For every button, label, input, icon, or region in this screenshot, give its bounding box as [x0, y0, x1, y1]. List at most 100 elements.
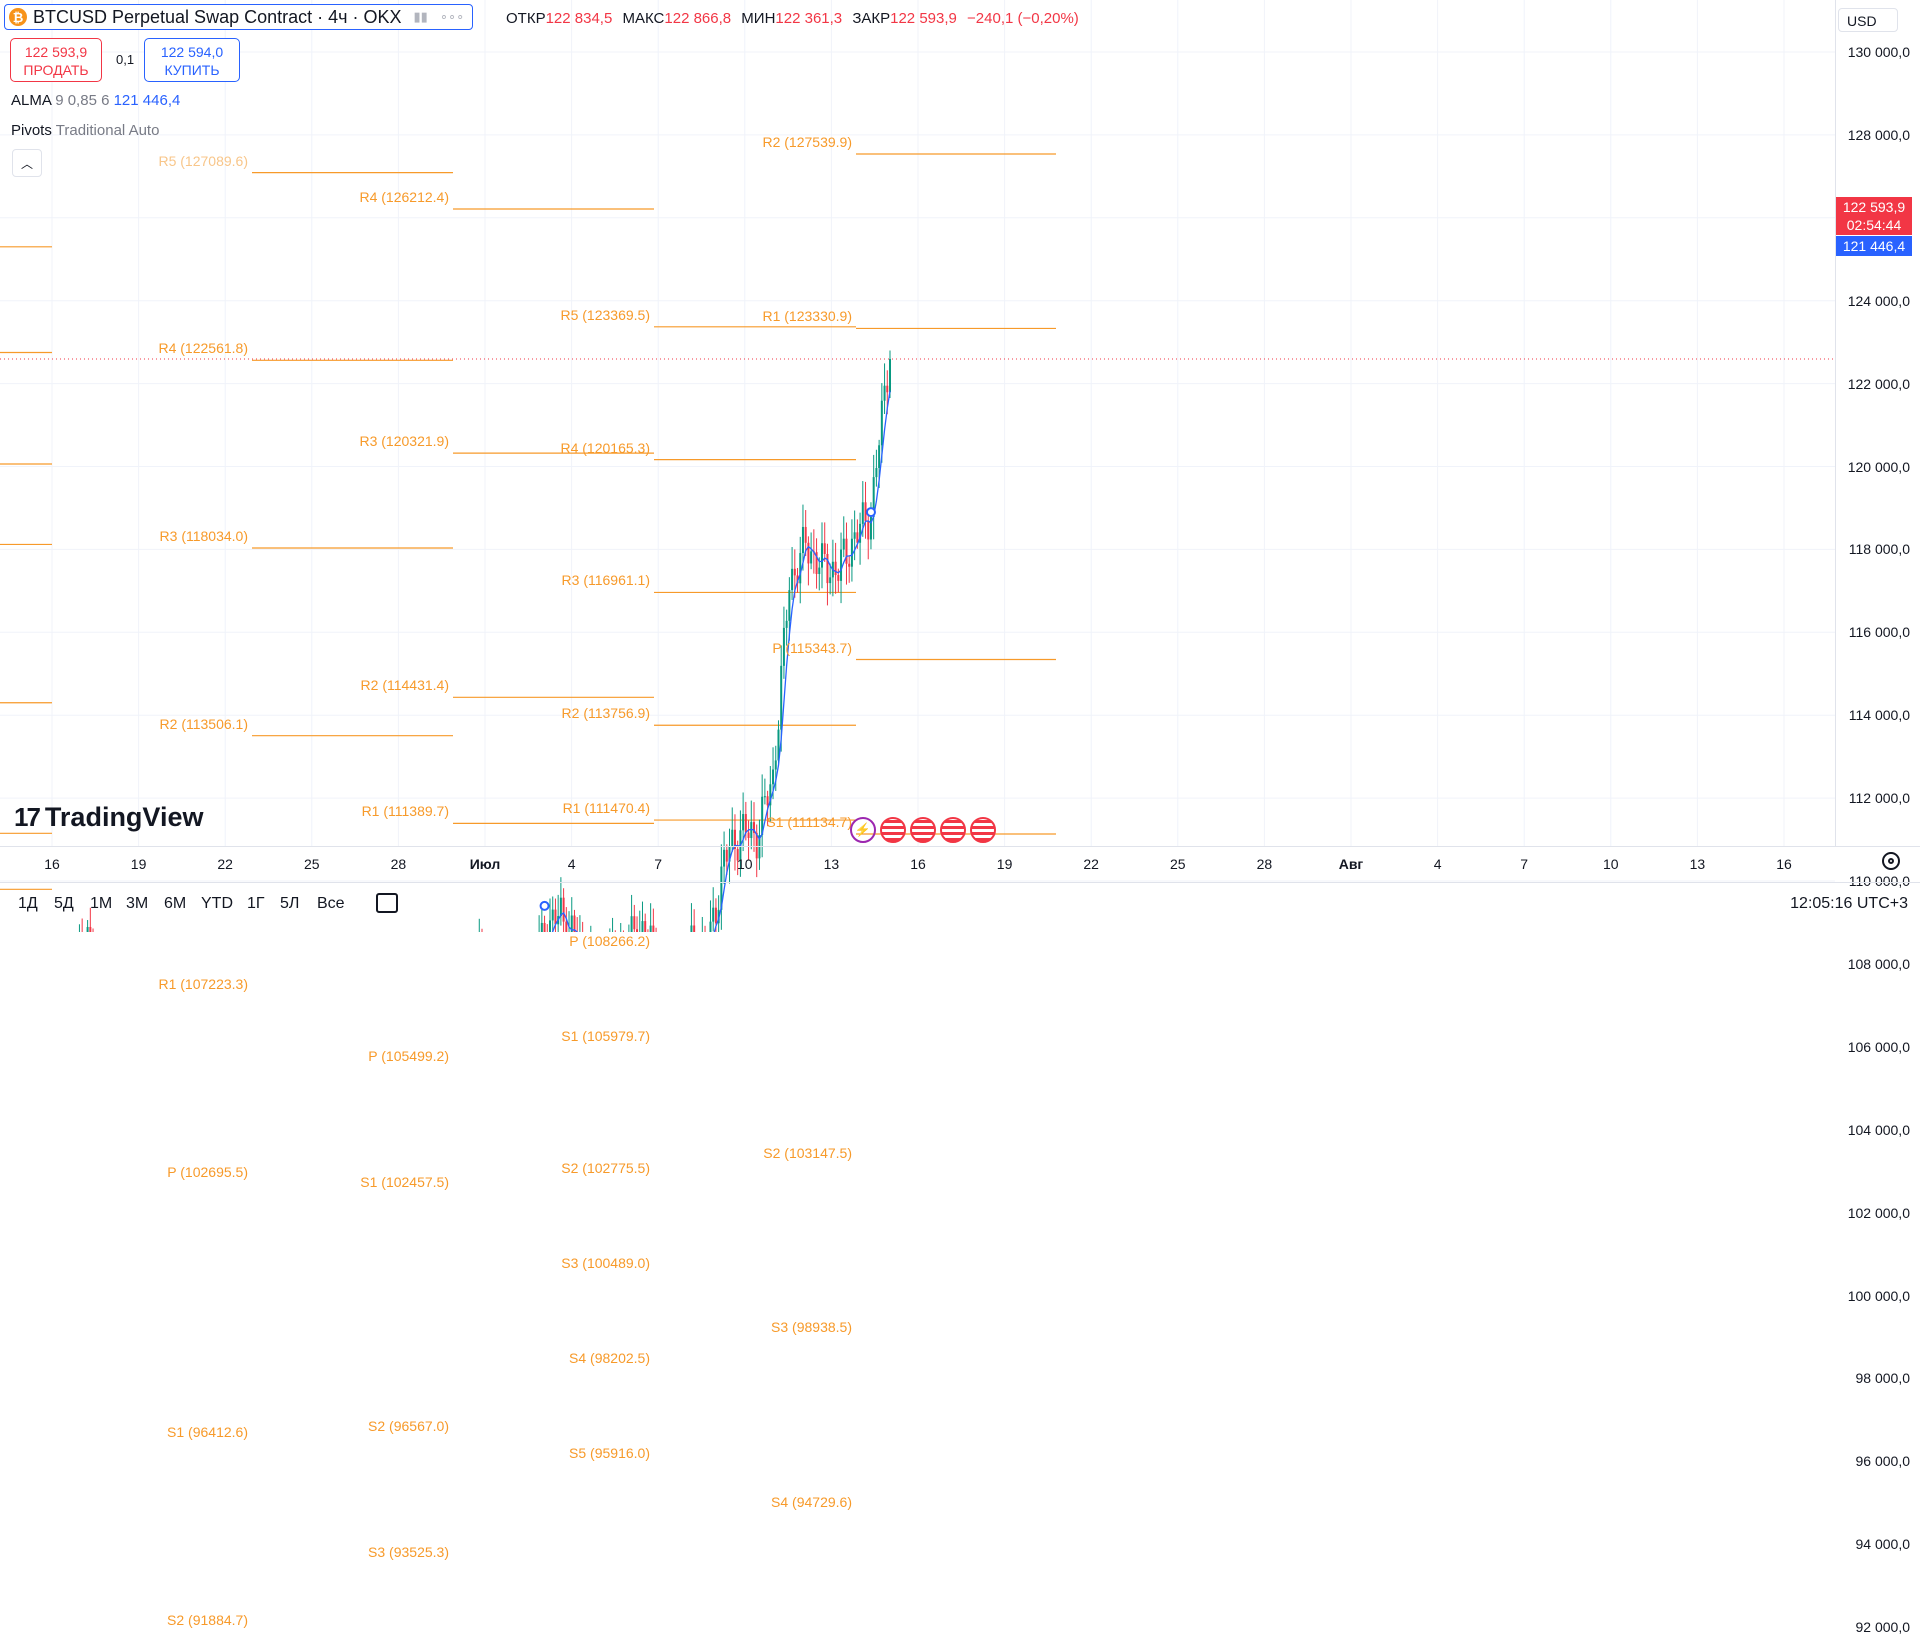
ohlc-high-label: МАКС: [622, 10, 665, 27]
grid: [0, 0, 1835, 882]
pivot-label: R2 (113506.1): [159, 715, 248, 732]
candle-body: [883, 385, 886, 401]
pivot-label: R1 (123330.9): [762, 308, 852, 325]
range-all-button[interactable]: Все: [317, 895, 345, 912]
price-tick-label: 98 000,0: [1855, 1370, 1911, 1387]
pivot-label: R3 (118034.0): [159, 527, 248, 544]
candle-body: [562, 897, 565, 922]
us-flag-icon[interactable]: [910, 817, 936, 843]
candle-body: [834, 561, 837, 576]
candle-body: [878, 445, 881, 469]
pivot-label: R1 (111470.4): [562, 800, 650, 817]
us-flag-icon[interactable]: [940, 817, 966, 843]
candle-body: [821, 543, 823, 568]
pivot-label: P (115343.7): [772, 639, 852, 656]
us-flag-icon[interactable]: [880, 817, 906, 843]
lightning-icon[interactable]: ⚡: [850, 817, 876, 843]
pivot-label: S4 (94729.6): [771, 1493, 852, 1510]
candle-body: [774, 760, 777, 770]
collapse-legend-button[interactable]: ︿: [12, 149, 42, 177]
buy-price: 122 594,0: [160, 44, 224, 60]
ohlc-low-label: МИН: [741, 10, 776, 27]
symbol-legend[interactable]: ₿ BTCUSD Perpetual Swap Contract · 4ч · …: [4, 4, 474, 30]
range-1d-button[interactable]: 1Д: [18, 895, 38, 912]
candle-body: [829, 577, 832, 584]
pivot-label: S3 (100489.0): [561, 1255, 650, 1272]
alma-marker: [539, 900, 550, 911]
candle-body: [840, 549, 843, 581]
pivot-levels: [0, 153, 1056, 890]
range-ytd-button[interactable]: YTD: [201, 895, 233, 912]
pivot-label: S5 (95916.0): [569, 1444, 650, 1461]
candle-body: [801, 526, 804, 554]
pivot-label: R4 (122561.8): [158, 340, 248, 357]
price-tick-label: 130 000,0: [1847, 44, 1910, 60]
price-chart[interactable]: [0, 0, 1920, 932]
candle-body: [889, 358, 891, 393]
tradingview-logo-icon: 17: [14, 802, 41, 832]
pivot-label: R4 (126212.4): [359, 188, 449, 205]
time-tick-label: 25: [304, 856, 320, 872]
candle-body: [856, 532, 859, 543]
pivots-name: Pivots: [11, 122, 52, 139]
candle-body: [549, 920, 551, 932]
candle-body: [818, 567, 821, 575]
candle-body: [823, 543, 826, 554]
candle-body: [880, 400, 883, 446]
indicator-alma[interactable]: ALMA 9 0,85 6 121 446,4: [11, 92, 180, 109]
candle-body: [810, 551, 813, 564]
candle-body: [644, 921, 647, 932]
candle-body: [782, 627, 785, 666]
price-tick-label: 106 000,0: [1847, 1038, 1910, 1055]
axis-separator-horizontal: [0, 846, 1920, 847]
candle-body: [815, 552, 818, 575]
range-6m-button[interactable]: 6М: [164, 895, 187, 912]
time-tick-label: 28: [390, 856, 407, 872]
pivot-label: S1 (102457.5): [360, 1173, 449, 1190]
alma-price-tag: 121 446,4: [1836, 236, 1912, 256]
candle-body: [731, 829, 734, 847]
time-tick-label: 16: [44, 856, 60, 872]
eye-off-icon[interactable]: ▮▮: [413, 9, 428, 24]
candle-body: [693, 925, 696, 932]
range-5y-button[interactable]: 5Л: [280, 895, 300, 912]
candle-body: [848, 563, 851, 567]
range-1y-button[interactable]: 1Г: [247, 895, 265, 912]
pivot-label: S3 (98938.5): [771, 1319, 852, 1336]
range-1m-button[interactable]: 1М: [90, 895, 113, 912]
price-tick-label: 108 000,0: [1847, 955, 1910, 972]
clock[interactable]: 12:05:16 UTC+3: [1790, 895, 1908, 912]
settings-gear-icon[interactable]: [1882, 852, 1900, 870]
candle-body: [641, 921, 644, 932]
us-flag-icon[interactable]: [970, 817, 996, 843]
sell-button[interactable]: 122 593,9 ПРОДАТЬ: [10, 38, 102, 82]
pivot-label: P (108266.2): [569, 932, 650, 949]
buy-button[interactable]: 122 594,0 КУПИТЬ: [144, 38, 240, 82]
currency-select[interactable]: USD: [1838, 8, 1898, 32]
alma-value: 121 446,4: [113, 92, 181, 109]
pivot-label: R3 (120321.9): [359, 433, 449, 450]
pivot-label: S1 (96412.6): [167, 1424, 248, 1441]
tradingview-logo[interactable]: 17 TradingView: [14, 802, 203, 833]
pivot-label: P (105499.2): [368, 1047, 449, 1064]
price-tick-label: 112 000,0: [1848, 790, 1910, 807]
indicator-pivots[interactable]: Pivots Traditional Auto: [11, 122, 159, 139]
range-5d-button[interactable]: 5Д: [54, 895, 74, 912]
calendar-icon[interactable]: [376, 893, 398, 913]
pivot-label: S4 (98202.5): [569, 1350, 650, 1366]
time-tick-label: 4: [567, 856, 576, 872]
pivot-label: R1 (107223.3): [158, 976, 248, 993]
price-tick-label: 120 000,0: [1847, 458, 1910, 475]
candle-body: [864, 502, 867, 521]
pivot-label: R2 (113756.9): [561, 705, 650, 722]
range-3m-button[interactable]: 3М: [126, 895, 149, 912]
current-price-tag: 122 593,9 02:54:44: [1836, 197, 1912, 235]
time-tick-label: 13: [1689, 856, 1706, 872]
candle-body: [826, 553, 829, 584]
ohlc-high-value: 122 866,8: [664, 10, 732, 27]
time-tick-label: 25: [1170, 856, 1186, 872]
more-icon[interactable]: ∘∘∘: [439, 9, 465, 24]
candle-body: [788, 590, 791, 621]
ohlc-open-label: ОТКР: [506, 10, 546, 27]
candle-body: [744, 814, 747, 833]
